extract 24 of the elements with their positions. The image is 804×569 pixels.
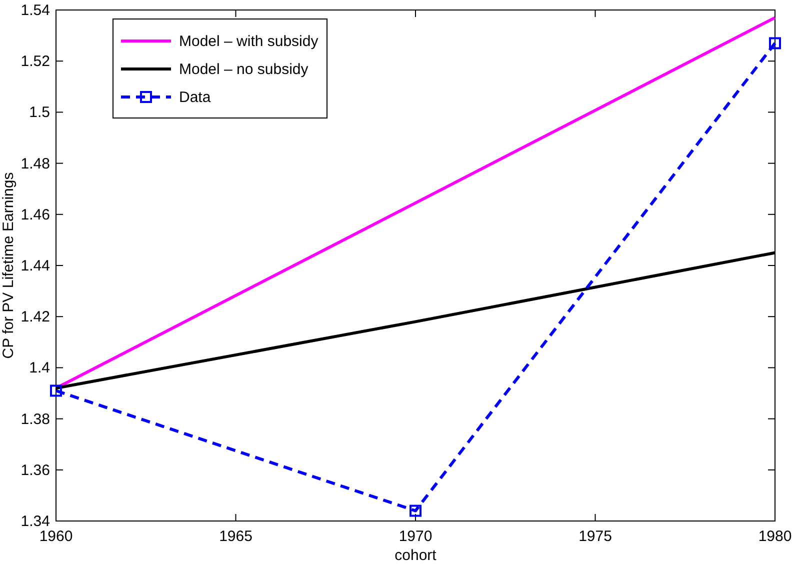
x-tick-label: 1965: [219, 528, 252, 545]
y-tick-label: 1.4: [29, 360, 50, 377]
y-tick-label: 1.42: [20, 308, 50, 326]
x-tick-label: 1960: [39, 528, 73, 545]
legend-label: Model – no subsidy: [179, 61, 309, 78]
x-tick-label: 1970: [398, 528, 432, 545]
y-tick-label: 1.48: [20, 155, 50, 172]
y-tick-label: 1.38: [20, 410, 50, 428]
point: [410, 504, 422, 517]
y-tick-label: 1.5: [29, 104, 50, 122]
x-tick-label: 1980: [758, 528, 792, 545]
x-tick-label: 1975: [578, 528, 612, 545]
legend-label: Data: [179, 89, 212, 106]
y-axis-title: CP for PV Lifetime Earnings: [0, 172, 17, 359]
y-tick-label: 1.44: [20, 258, 50, 274]
y-tick-label: 1.52: [20, 53, 50, 70]
point: [769, 37, 781, 50]
x-axis-title: cohort: [394, 547, 438, 564]
y-tick-label: 1.54: [20, 2, 50, 19]
point: [50, 384, 62, 397]
y-tick-label: 1.36: [20, 462, 50, 479]
legend-label: Model – with subsidy: [179, 33, 319, 50]
y-tick-label: 1.34: [20, 513, 50, 530]
y-tick-label: 1.46: [20, 206, 50, 224]
